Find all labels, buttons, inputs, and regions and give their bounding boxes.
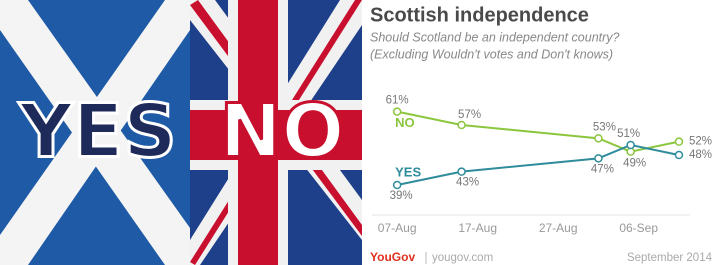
value-label: 47% <box>591 163 614 175</box>
data-point <box>595 155 602 162</box>
value-label: 43% <box>456 177 479 189</box>
x-tick-label: 07-Aug <box>378 221 417 235</box>
data-point <box>675 152 682 159</box>
chart-subtitle: (Excluding Wouldn't votes and Don't know… <box>370 47 613 61</box>
x-tick-label: 06-Sep <box>619 221 658 235</box>
source-url: yougov.com <box>432 252 493 264</box>
value-label: 39% <box>390 190 413 202</box>
x-tick-label: 27-Aug <box>539 221 578 235</box>
value-label: 57% <box>458 109 481 121</box>
legend-label: NO <box>395 115 415 130</box>
x-tick-label: 17-Aug <box>458 221 497 235</box>
value-label: 49% <box>623 158 646 170</box>
data-point <box>675 138 682 145</box>
data-point <box>458 122 465 129</box>
chart: Scottish independence Should Scotland be… <box>370 4 713 264</box>
data-point <box>458 168 465 175</box>
picture-text-yes: YES <box>18 89 176 175</box>
value-label: 48% <box>689 149 712 161</box>
chart-title: Scottish independence <box>370 4 589 26</box>
data-point <box>627 142 634 149</box>
data-point <box>595 135 602 142</box>
value-label: 61% <box>386 95 409 107</box>
chart-date: September 2014 <box>627 252 713 264</box>
value-label: 51% <box>617 128 640 140</box>
picture-text-no: NO <box>220 89 345 175</box>
legend-label: YES <box>395 164 421 179</box>
source: YouGov <box>370 250 415 264</box>
data-point <box>394 182 401 189</box>
page-canvas: YES NO Scottish independence Should Scot… <box>0 0 717 265</box>
value-label: 53% <box>593 121 616 133</box>
chart-subtitle: Should Scotland be an independent countr… <box>370 30 620 44</box>
flag-picture: YES NO <box>0 0 362 265</box>
value-label: 52% <box>689 136 712 148</box>
page: {"image_text": ["YES", "NO"], "chart_dat… <box>0 0 717 265</box>
